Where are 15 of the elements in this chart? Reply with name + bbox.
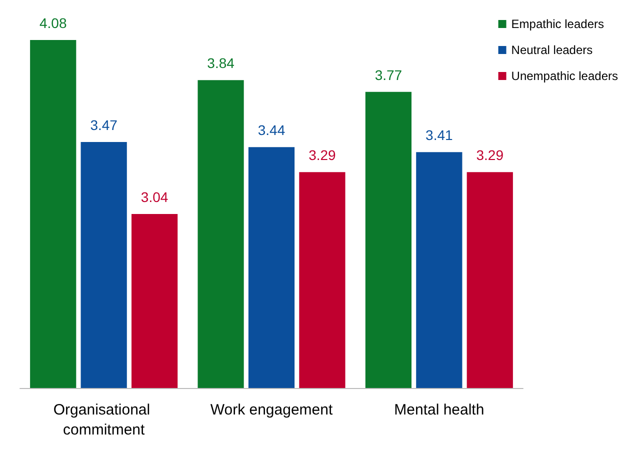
data-label: 3.29 [308, 147, 336, 164]
x-tick-label: Organisational commitment [53, 402, 154, 438]
data-label: 3.29 [476, 147, 504, 164]
x-tick-label: Mental health [394, 402, 484, 418]
data-label: 3.84 [207, 55, 235, 72]
data-label: 3.41 [426, 127, 454, 144]
data-label: 3.04 [140, 189, 168, 205]
data-label: 3.77 [374, 66, 402, 83]
legend-label: Unempathic leaders [511, 69, 618, 83]
data-label: 4.08 [39, 15, 67, 31]
data-label: 3.47 [90, 117, 118, 134]
data-label: 3.44 [258, 122, 286, 138]
legend-label: Empathic leaders [511, 17, 604, 31]
legend-label: Neutral leaders [511, 43, 593, 57]
x-tick-label: Work engagement [210, 402, 334, 418]
